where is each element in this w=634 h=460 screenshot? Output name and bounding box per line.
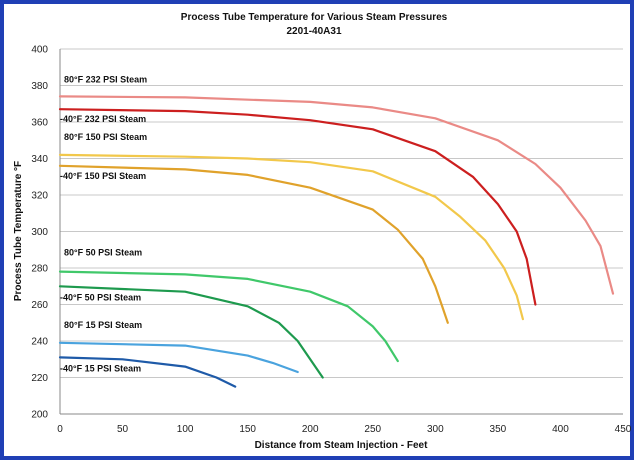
y-tick-label: 260: [31, 300, 48, 311]
series-label: -40°F 15 PSI Steam: [60, 363, 141, 373]
series-line: [58, 341, 299, 374]
series-lines: [58, 95, 615, 388]
x-tick-label: 400: [552, 424, 569, 435]
series-label: 80°F 50 PSI Steam: [64, 248, 142, 258]
series-label: -40°F 50 PSI Steam: [60, 292, 141, 302]
y-tick-label: 240: [31, 337, 48, 348]
series-line: [58, 356, 237, 388]
series-line: [58, 285, 324, 379]
series-line: [58, 153, 525, 321]
y-tick-label: 300: [31, 227, 48, 238]
chart-subtitle: 2201-40A31: [286, 26, 341, 37]
x-tick-label: 150: [239, 424, 256, 435]
series-labels: 80°F 232 PSI Steam -40°F 232 PSI Steam 80°…: [60, 74, 147, 373]
series-label: 80°F 15 PSI Steam: [64, 320, 142, 330]
x-tick-label: 350: [490, 424, 507, 435]
x-tick-label: 0: [57, 424, 63, 435]
x-tick-labels: 0 50 100 150 200 250 300 350 400 450: [57, 424, 632, 435]
y-tick-label: 280: [31, 264, 48, 275]
series-line: [58, 95, 615, 295]
y-tick-label: 360: [31, 118, 48, 129]
x-tick-label: 200: [302, 424, 319, 435]
x-tick-label: 250: [364, 424, 381, 435]
x-tick-label: 450: [615, 424, 632, 435]
series-line: [58, 164, 449, 324]
series-label: 80°F 232 PSI Steam: [64, 74, 147, 84]
y-tick-label: 340: [31, 154, 48, 165]
y-tick-label: 320: [31, 191, 48, 202]
series-label: -40°F 232 PSI Steam: [60, 114, 146, 124]
series-label: 80°F 150 PSI Steam: [64, 132, 147, 142]
y-tick-label: 200: [31, 410, 48, 421]
series-line: [58, 270, 399, 363]
x-tick-label: 50: [117, 424, 129, 435]
y-tick-labels: 200 220 240 260 280 300 320 340 360 380 400: [31, 45, 48, 421]
gridlines: [59, 48, 623, 415]
x-tick-label: 100: [177, 424, 194, 435]
y-tick-label: 380: [31, 81, 48, 92]
series-line: [58, 108, 537, 306]
x-axis-label: Distance from Steam Injection - Feet: [255, 440, 428, 451]
y-axis-label: Process Tube Temperature °F: [13, 161, 24, 301]
y-tick-label: 400: [31, 45, 48, 56]
chart-title: Process Tube Temperature for Various Ste…: [181, 12, 448, 23]
series-label: -40°F 150 PSI Steam: [60, 171, 146, 181]
y-tick-label: 220: [31, 373, 48, 384]
x-tick-label: 300: [427, 424, 444, 435]
